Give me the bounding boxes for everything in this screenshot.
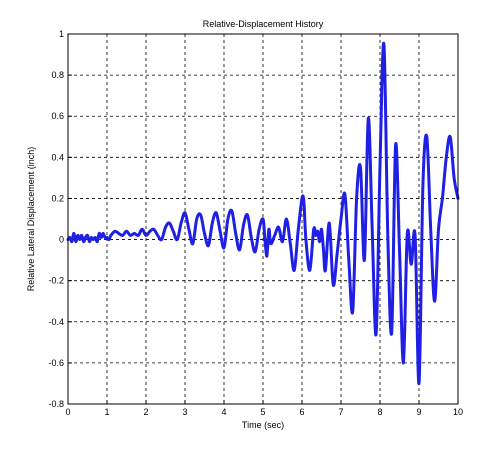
- x-tick-label: 4: [221, 407, 226, 417]
- x-tick-label: 0: [65, 407, 70, 417]
- x-tick-label: 7: [338, 407, 343, 417]
- y-tick-labels: -0.8 -0.6 -0.4 -0.2 0 0.2 0.4 0.6 0.8 1: [48, 29, 64, 409]
- y-tick-label: 0.4: [51, 152, 64, 162]
- x-tick-label: 5: [260, 407, 265, 417]
- x-tick-label: 6: [299, 407, 304, 417]
- x-tick-label: 9: [416, 407, 421, 417]
- y-tick-label: -0.6: [48, 358, 64, 368]
- x-tick-label: 3: [182, 407, 187, 417]
- series-line: [66, 41, 460, 385]
- x-tick-label: 1: [104, 407, 109, 417]
- y-tick-label: 0.2: [51, 193, 64, 203]
- x-tick-label: 2: [143, 407, 148, 417]
- chart-title: Relative-Displacement History: [203, 19, 324, 29]
- y-tick-label: -0.8: [48, 399, 64, 409]
- y-tick-label: 0: [59, 235, 64, 245]
- y-tick-label: 1: [59, 29, 64, 39]
- y-tick-label: -0.2: [48, 276, 64, 286]
- y-tick-label: 0.6: [51, 111, 64, 121]
- plot-frame: [67, 33, 459, 405]
- x-tick-label: 10: [453, 407, 463, 417]
- y-axis-label: Relative Lateral Displacement (inch): [26, 147, 36, 292]
- x-tick-labels: 0 1 2 3 4 5 6 7 8 9 10: [65, 407, 463, 417]
- y-tick-label: -0.4: [48, 317, 64, 327]
- x-tick-label: 8: [377, 407, 382, 417]
- y-tick-label: 0.8: [51, 70, 64, 80]
- x-axis-label: Time (sec): [242, 420, 284, 430]
